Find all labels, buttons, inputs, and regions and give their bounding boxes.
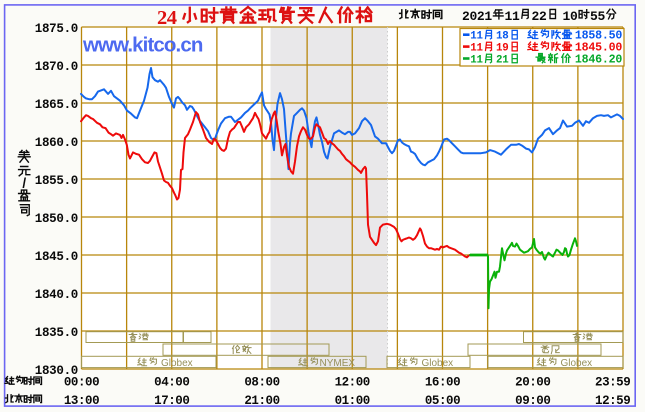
svg-text:10: 10 bbox=[563, 9, 578, 24]
svg-text:1830.0: 1830.0 bbox=[35, 364, 78, 378]
svg-text:24: 24 bbox=[157, 7, 177, 29]
svg-text:00:00: 00:00 bbox=[64, 376, 99, 390]
svg-text:11: 11 bbox=[505, 9, 520, 24]
svg-text:11: 11 bbox=[470, 55, 483, 67]
svg-text:22: 22 bbox=[532, 9, 547, 24]
svg-text:www.kitco.cn: www.kitco.cn bbox=[82, 34, 203, 57]
svg-text:NYMEX: NYMEX bbox=[320, 358, 356, 369]
svg-text:08:00: 08:00 bbox=[244, 376, 279, 390]
svg-text:05:00: 05:00 bbox=[425, 394, 460, 408]
svg-text:16:00: 16:00 bbox=[425, 376, 460, 390]
svg-text:1835.0: 1835.0 bbox=[35, 326, 78, 340]
svg-text:09:00: 09:00 bbox=[515, 394, 550, 408]
svg-text:1840.0: 1840.0 bbox=[35, 288, 78, 302]
svg-text:Globex: Globex bbox=[161, 358, 193, 369]
svg-text:23:59: 23:59 bbox=[595, 376, 630, 390]
svg-text:1875.0: 1875.0 bbox=[35, 22, 78, 36]
svg-text:1855.0: 1855.0 bbox=[35, 174, 78, 188]
svg-text:/: / bbox=[22, 176, 26, 191]
svg-text:1850.0: 1850.0 bbox=[35, 212, 78, 226]
svg-text:11: 11 bbox=[470, 43, 483, 55]
svg-text:1870.0: 1870.0 bbox=[35, 60, 78, 74]
svg-text:21: 21 bbox=[496, 55, 509, 67]
svg-text:12:59: 12:59 bbox=[595, 394, 630, 408]
svg-text:1858.50: 1858.50 bbox=[575, 30, 623, 43]
svg-text:18: 18 bbox=[496, 31, 508, 43]
svg-text:20:00: 20:00 bbox=[515, 376, 550, 390]
svg-text:2021: 2021 bbox=[462, 9, 492, 24]
svg-text:11: 11 bbox=[470, 31, 483, 43]
svg-text:12:00: 12:00 bbox=[335, 376, 370, 390]
svg-text:1845.00: 1845.00 bbox=[575, 42, 623, 55]
svg-text:04:00: 04:00 bbox=[154, 376, 189, 390]
svg-text:17:00: 17:00 bbox=[154, 394, 189, 408]
svg-text:19: 19 bbox=[496, 43, 508, 55]
svg-text:01:00: 01:00 bbox=[335, 394, 370, 408]
svg-text:1860.0: 1860.0 bbox=[35, 136, 78, 150]
svg-text:Globex: Globex bbox=[561, 358, 593, 369]
svg-text:Globex: Globex bbox=[422, 358, 454, 369]
svg-text:1845.0: 1845.0 bbox=[35, 250, 78, 264]
svg-text:55: 55 bbox=[590, 9, 605, 24]
svg-text:1865.0: 1865.0 bbox=[35, 98, 78, 112]
svg-text:13:00: 13:00 bbox=[64, 394, 99, 408]
svg-text:1846.20: 1846.20 bbox=[575, 54, 623, 67]
svg-text:21:00: 21:00 bbox=[244, 394, 279, 408]
